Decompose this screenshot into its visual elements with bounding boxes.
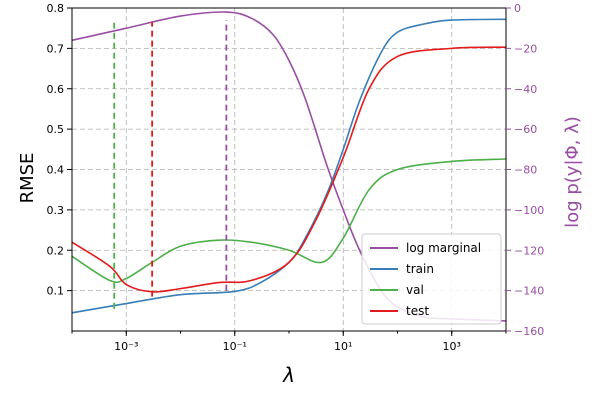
y-tick-label: 0.2 [47, 244, 65, 257]
y2-tick-label: −100 [514, 204, 544, 217]
x-tick-label: 10⁻¹ [223, 340, 247, 353]
y-tick-label: 0.8 [47, 2, 65, 15]
x-axis-title: λ [282, 363, 295, 387]
y2-tick-label: −120 [514, 244, 544, 257]
y-axis-title: RMSE [17, 153, 38, 204]
vlines-layer [113, 20, 228, 309]
y2-tick-label: −140 [514, 285, 544, 298]
y2-axis-title: log p(y|Φ, λ) [562, 116, 583, 228]
series-line-test [71, 46, 507, 293]
y2-tick-label: −160 [514, 325, 544, 338]
y-tick-label: 0.1 [47, 285, 65, 298]
y-tick-label: 0.6 [47, 83, 65, 96]
y-tick-label: 0.5 [47, 123, 65, 136]
y2-axis-ticks: 0 −20 −40 −60 −80 −100 −120 −140 −160 [506, 2, 544, 338]
x-axis-ticks: 10⁻³ 10⁻¹ 10¹ 10³ [71, 331, 507, 353]
series-line-train [71, 18, 507, 314]
y2-tick-label: −40 [514, 83, 537, 96]
y-axis-ticks: 0.1 0.2 0.3 0.4 0.5 0.6 0.7 0.8 [47, 2, 72, 298]
x-tick-label: 10⁻³ [114, 340, 138, 353]
legend-label-train: train [406, 262, 434, 276]
y2-tick-label: 0 [514, 2, 521, 15]
legend-label-test: test [406, 304, 429, 318]
x-tick-label: 10¹ [334, 340, 352, 353]
legend-label-val: val [406, 283, 424, 297]
y-tick-label: 0.3 [47, 204, 65, 217]
y2-tick-label: −20 [514, 42, 537, 55]
y-tick-label: 0.7 [47, 42, 65, 55]
legend: log marginal train val test [361, 233, 502, 325]
x-tick-label: 10³ [443, 340, 461, 353]
y-tick-label: 0.4 [47, 164, 65, 177]
legend-box [361, 233, 502, 325]
y2-tick-label: −60 [514, 123, 537, 136]
y2-tick-label: −80 [514, 164, 537, 177]
legend-label-log-marginal: log marginal [406, 241, 481, 255]
series-line-val [71, 158, 507, 284]
